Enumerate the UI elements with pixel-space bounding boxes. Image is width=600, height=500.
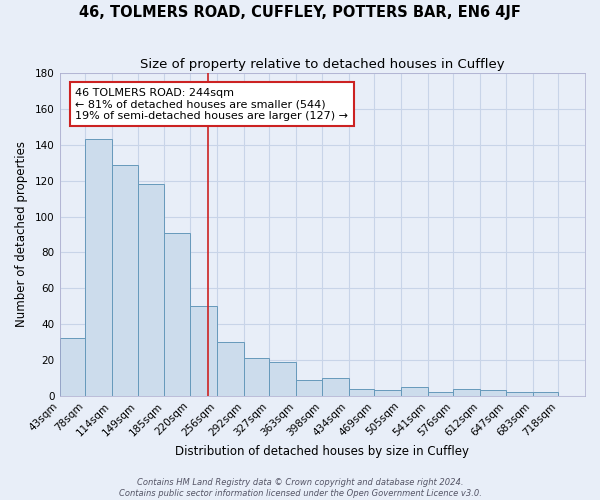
Bar [296, 380, 322, 396]
Y-axis label: Number of detached properties: Number of detached properties [15, 142, 28, 328]
Bar [217, 342, 244, 396]
Bar [533, 392, 559, 396]
Bar [164, 232, 190, 396]
X-axis label: Distribution of detached houses by size in Cuffley: Distribution of detached houses by size … [175, 444, 469, 458]
Text: 46, TOLMERS ROAD, CUFFLEY, POTTERS BAR, EN6 4JF: 46, TOLMERS ROAD, CUFFLEY, POTTERS BAR, … [79, 5, 521, 20]
Bar [85, 140, 112, 396]
Bar [349, 388, 374, 396]
Bar [59, 338, 85, 396]
Bar [374, 390, 401, 396]
Bar [428, 392, 454, 396]
Bar [480, 390, 506, 396]
Bar [506, 392, 533, 396]
Bar [454, 388, 480, 396]
Bar [138, 184, 164, 396]
Bar [322, 378, 349, 396]
Text: Contains HM Land Registry data © Crown copyright and database right 2024.
Contai: Contains HM Land Registry data © Crown c… [119, 478, 481, 498]
Bar [401, 387, 428, 396]
Bar [112, 164, 138, 396]
Bar [190, 306, 217, 396]
Bar [269, 362, 296, 396]
Title: Size of property relative to detached houses in Cuffley: Size of property relative to detached ho… [140, 58, 505, 70]
Text: 46 TOLMERS ROAD: 244sqm
← 81% of detached houses are smaller (544)
19% of semi-d: 46 TOLMERS ROAD: 244sqm ← 81% of detache… [76, 88, 349, 121]
Bar [244, 358, 269, 396]
